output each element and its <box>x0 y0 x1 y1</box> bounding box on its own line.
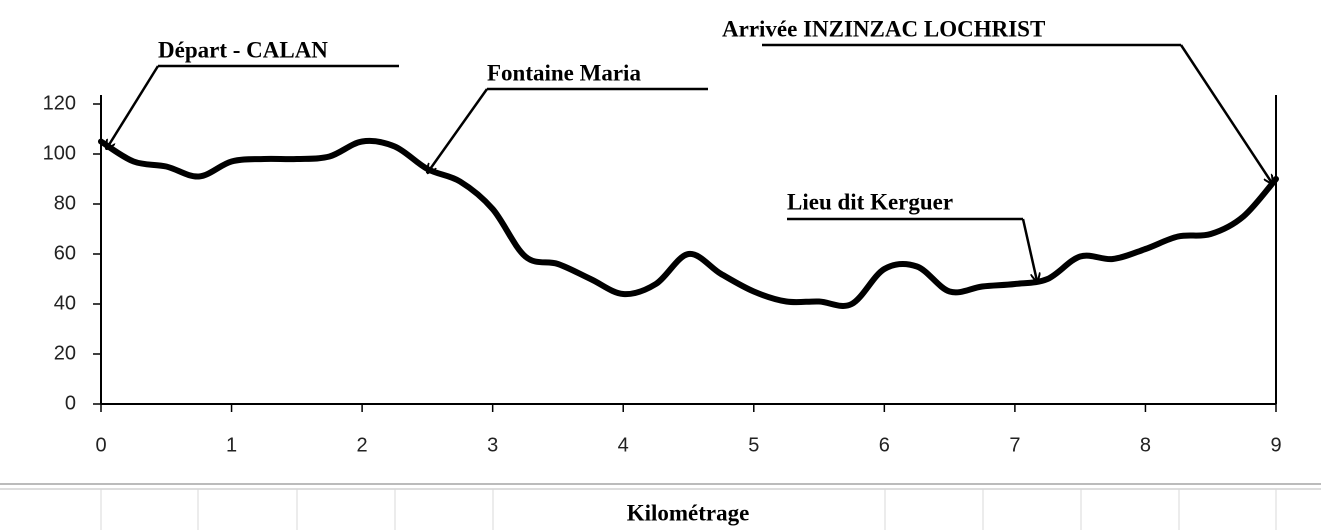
x-axis-label: Kilométrage <box>627 500 750 525</box>
annotations <box>107 43 1272 281</box>
y-tick-label: 40 <box>54 292 76 314</box>
x-tick-label: 6 <box>879 434 890 456</box>
sheet-grid <box>0 483 1321 530</box>
y-tick-label: 80 <box>54 192 76 214</box>
y-tick-label: 60 <box>54 242 76 264</box>
x-tick-label: 1 <box>226 434 237 456</box>
x-tick-label: 7 <box>1009 434 1020 456</box>
annotation: Départ - CALAN <box>158 37 328 62</box>
x-tick-label: 0 <box>95 434 106 456</box>
y-tick-label: 0 <box>65 392 76 414</box>
annotation: Fontaine Maria <box>487 60 641 85</box>
x-tick-label: 5 <box>748 434 759 456</box>
x-tick-label: 2 <box>357 434 368 456</box>
line <box>98 137 1279 309</box>
annotation: Arrivée INZINZAC LOCHRIST <box>722 16 1045 41</box>
annotation: Lieu dit Kerguer <box>787 189 953 214</box>
y-tick-label: 120 <box>43 92 76 114</box>
y-tick-label: 100 <box>43 142 76 164</box>
y-tick-label: 20 <box>54 342 76 364</box>
x-tick-label: 4 <box>618 434 629 456</box>
x-tick-label: 8 <box>1140 434 1151 456</box>
x-tick-label: 3 <box>487 434 498 456</box>
x-tick-label: 9 <box>1270 434 1281 456</box>
